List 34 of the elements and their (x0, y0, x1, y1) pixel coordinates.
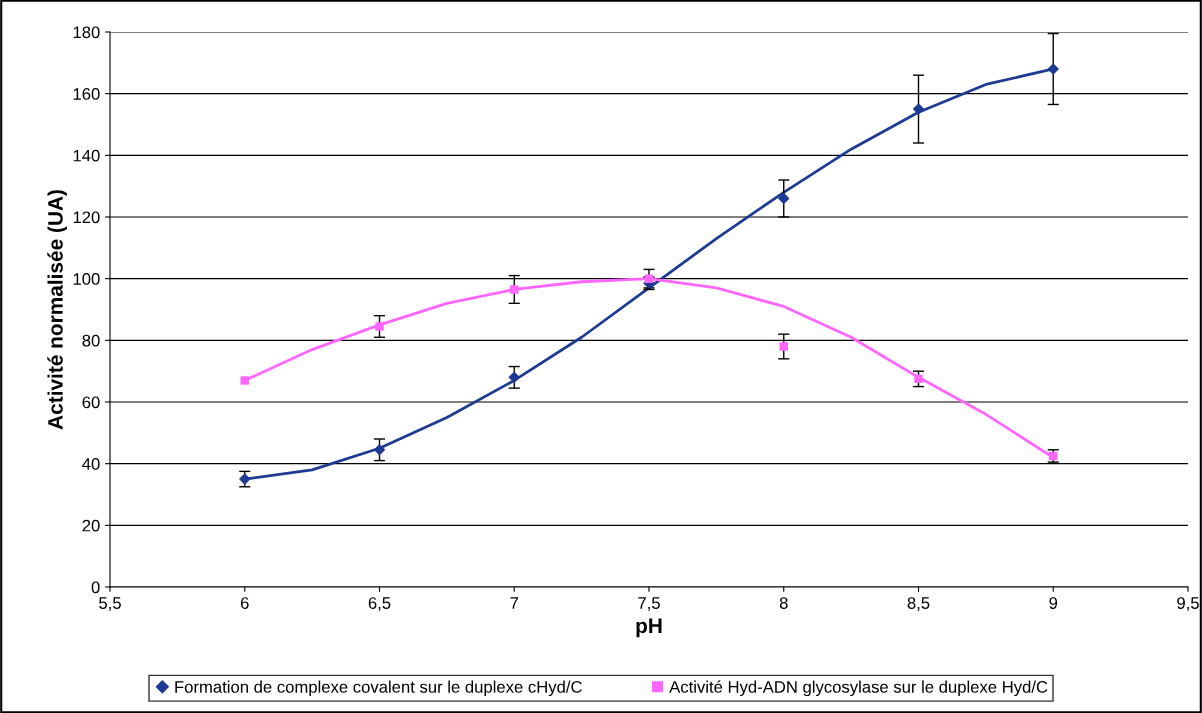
x-tick-label: 7,5 (638, 597, 660, 611)
legend-label: Formation de complexe covalent sur le duplexe cHyd/C (175, 680, 582, 697)
point (778, 192, 790, 205)
y-tick-label: 0 (91, 581, 100, 594)
point (914, 374, 923, 384)
point (912, 103, 925, 115)
point (375, 322, 384, 331)
point (240, 376, 249, 385)
y-tick-label: 140 (73, 149, 100, 162)
legend-label: Activité Hyd-ADN glycosylase sur le duplexe Hyd/C (669, 680, 1048, 697)
point (1047, 63, 1059, 75)
y-tick-label: 160 (73, 88, 100, 100)
x-tick-label: 9,5 (1177, 597, 1199, 611)
x-tick-label: 7 (510, 597, 519, 609)
y-tick-label: 100 (73, 273, 100, 285)
x-tick-label: 6 (240, 597, 249, 609)
x-axis-title: pH (636, 618, 662, 638)
point (779, 342, 788, 351)
y-tick-label: 40 (82, 458, 100, 470)
y-tick-label: 20 (82, 519, 100, 532)
y-tick-label: 180 (73, 26, 100, 39)
x-tick-label: 5,5 (99, 597, 121, 611)
y-axis-title: Activité normalisée (UA) (47, 190, 67, 430)
point (510, 285, 519, 294)
point (644, 274, 654, 283)
x-tick-label: 8 (779, 597, 788, 609)
y-tick-label: 80 (82, 334, 100, 347)
x-tick-label: 6,5 (368, 597, 391, 611)
point (508, 371, 520, 383)
x-tick-label: 9 (1049, 597, 1058, 609)
y-tick-label: 120 (73, 211, 100, 224)
point (373, 444, 386, 456)
x-tick-label: 8,5 (907, 597, 930, 611)
y-tick-label: 60 (82, 396, 100, 409)
